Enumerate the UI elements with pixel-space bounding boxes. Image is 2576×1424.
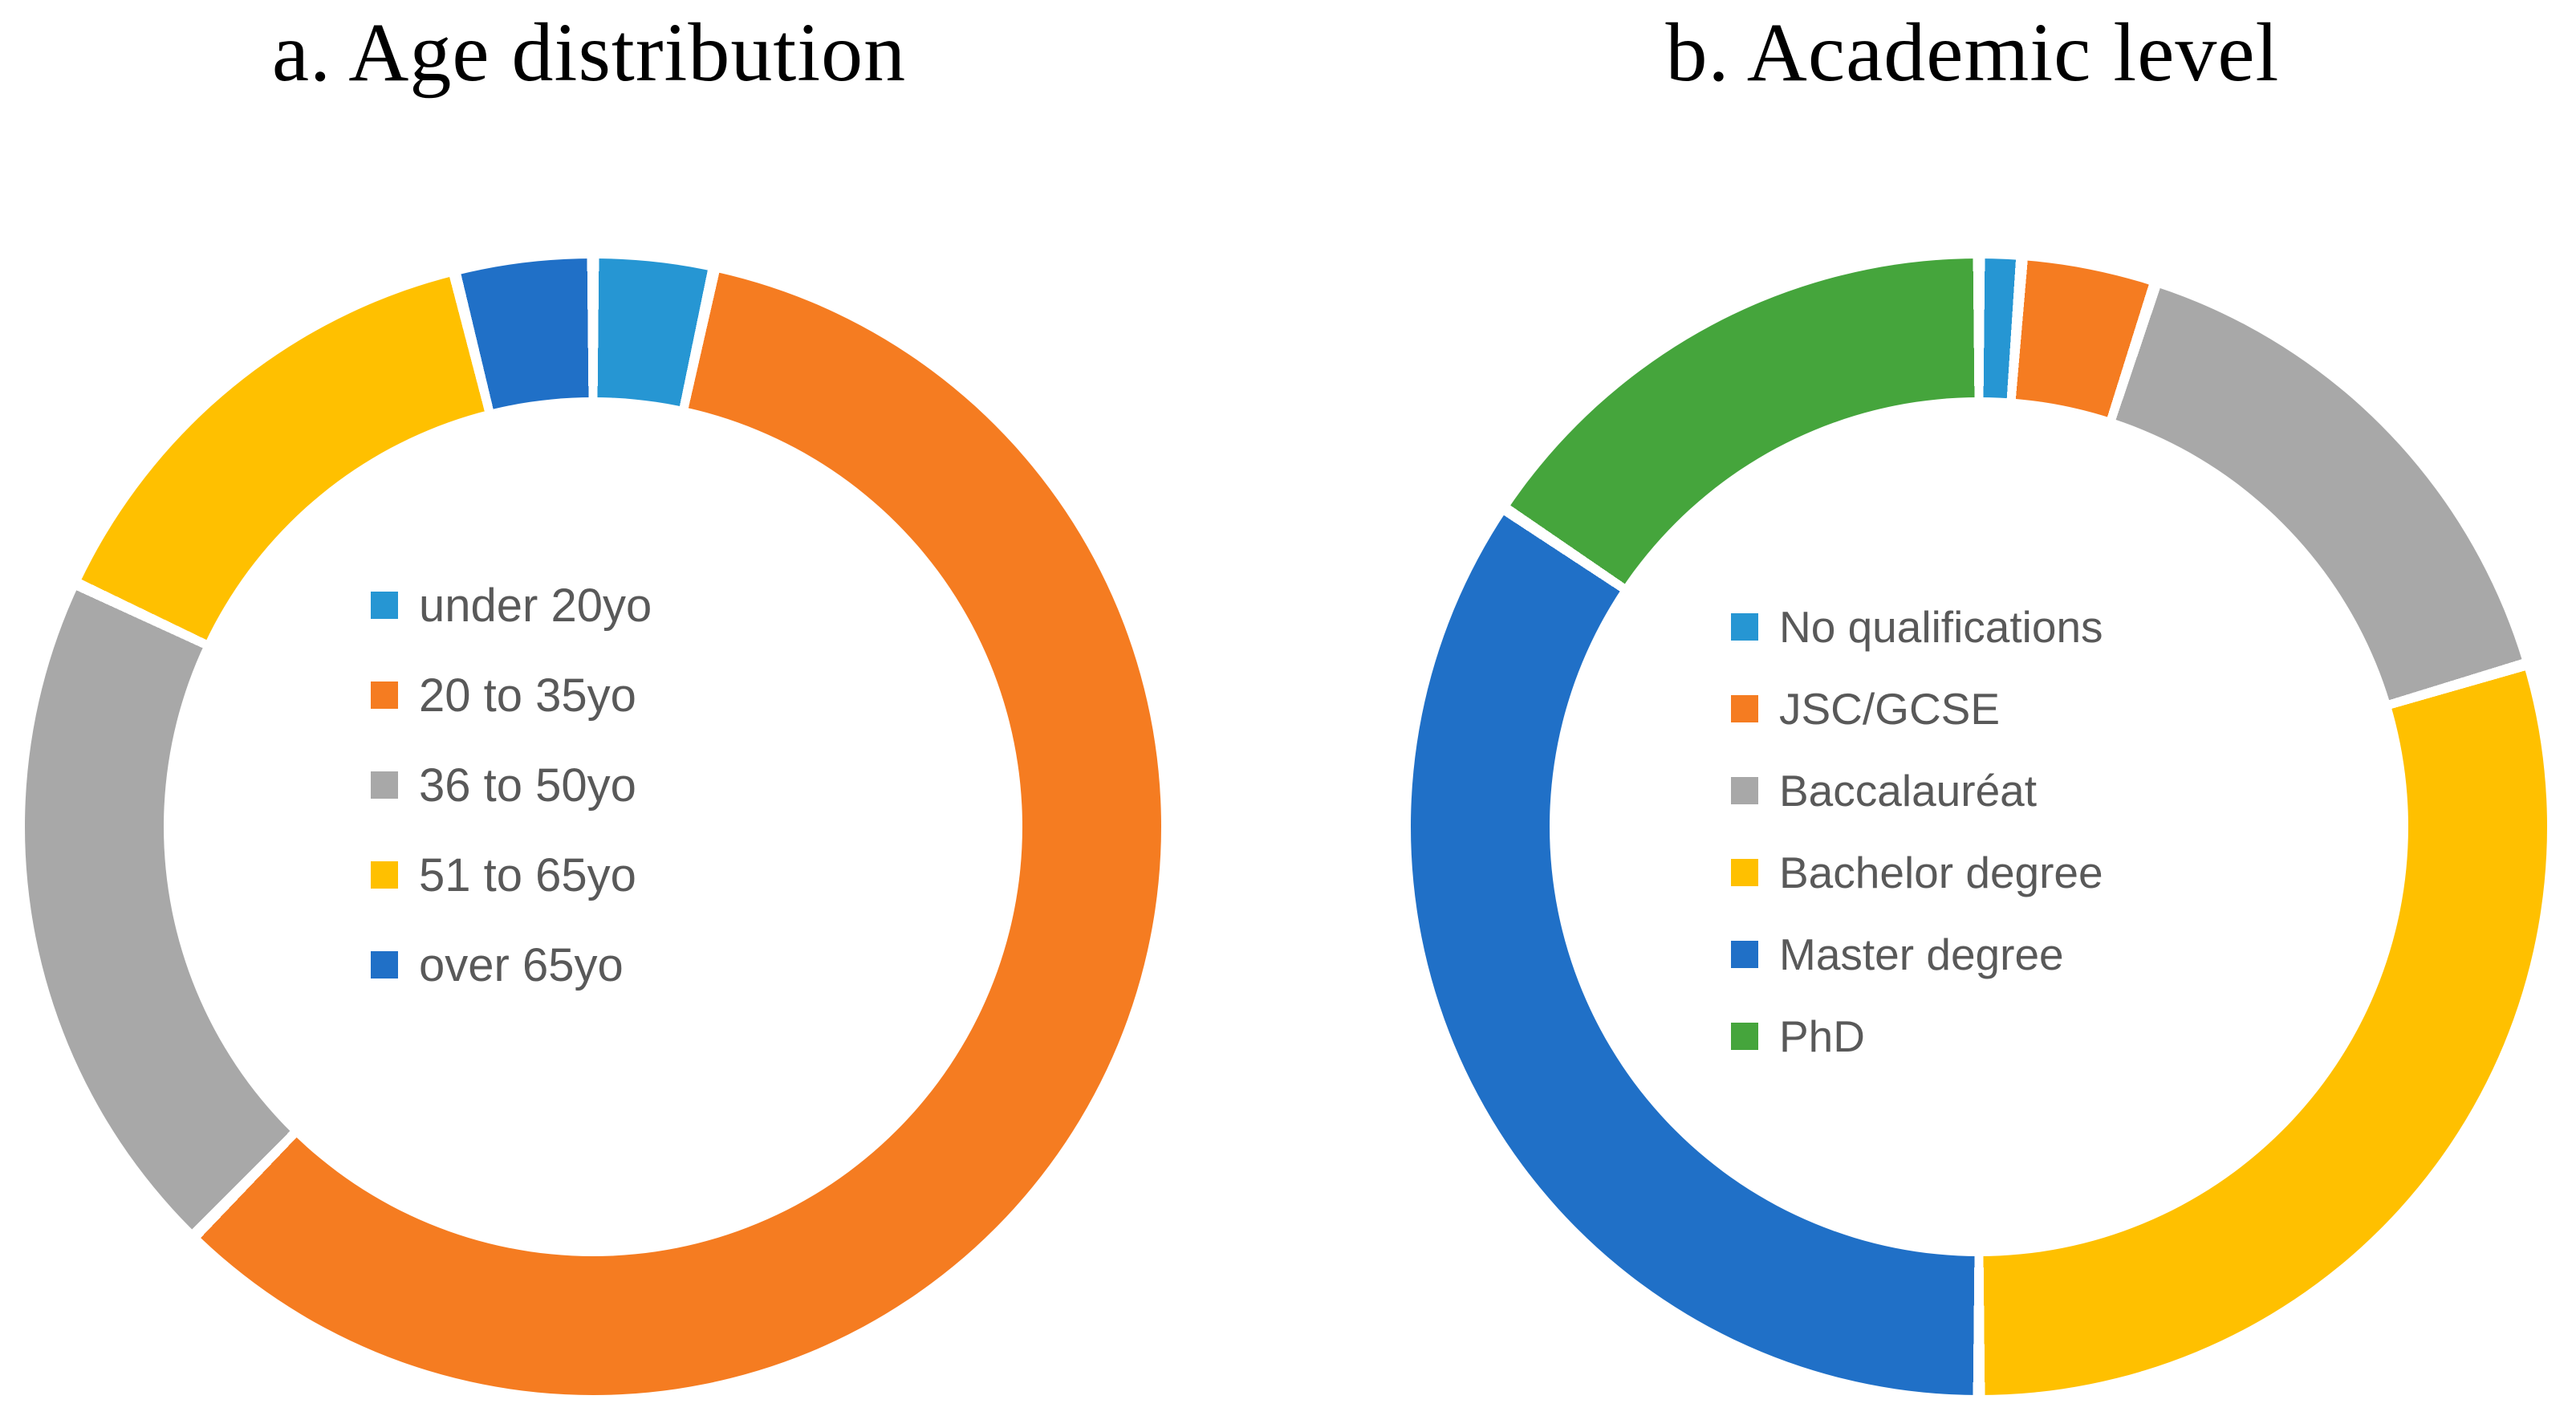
- legend-age-distribution: under 20yo 20 to 35yo 36 to 50yo 51 to 65yo…: [371, 560, 652, 1010]
- legend-swatch: [371, 771, 398, 799]
- legend-label: 51 to 65yo: [419, 848, 636, 901]
- legend-label: Master degree: [1779, 930, 2064, 979]
- chart-title-academic-level: b. Academic level: [1665, 6, 2280, 99]
- legend-label: PhD: [1779, 1011, 1865, 1061]
- legend-label: under 20yo: [419, 579, 652, 632]
- legend-item: Master degree: [1731, 913, 2103, 995]
- chart-title-age-distribution: a. Age distribution: [271, 6, 907, 99]
- legend-item: over 65yo: [371, 920, 652, 1010]
- legend-swatch: [371, 951, 398, 978]
- legend-item: JSC/GCSE: [1731, 668, 2103, 750]
- legend-swatch: [371, 861, 398, 889]
- legend-label: JSC/GCSE: [1779, 684, 2001, 734]
- legend-label: 20 to 35yo: [419, 669, 636, 722]
- legend-label: Baccalauréat: [1779, 766, 2038, 816]
- legend-swatch: [1731, 941, 1758, 968]
- legend-item: Bachelor degree: [1731, 832, 2103, 913]
- legend-label: Bachelor degree: [1779, 848, 2103, 897]
- donut-chart-age-distribution: [25, 258, 1161, 1395]
- legend-swatch: [371, 681, 398, 709]
- legend-item: 51 to 65yo: [371, 830, 652, 920]
- legend-label: over 65yo: [419, 938, 624, 991]
- legend-item: under 20yo: [371, 560, 652, 650]
- legend-label: No qualifications: [1779, 602, 2103, 652]
- legend-swatch: [1731, 613, 1758, 641]
- legend-swatch: [1731, 859, 1758, 886]
- donut-hole: [1549, 397, 2409, 1257]
- legend-swatch: [1731, 1023, 1758, 1050]
- legend-item: 36 to 50yo: [371, 740, 652, 830]
- legend-item: Baccalauréat: [1731, 750, 2103, 832]
- legend-item: No qualifications: [1731, 586, 2103, 668]
- legend-swatch: [1731, 777, 1758, 804]
- donut-hole: [163, 397, 1023, 1257]
- legend-academic-level: No qualifications JSC/GCSE Baccalauréat Bac…: [1731, 586, 2103, 1077]
- legend-swatch: [1731, 695, 1758, 722]
- legend-label: 36 to 50yo: [419, 759, 636, 812]
- legend-swatch: [371, 592, 398, 619]
- donut-chart-academic-level: [1411, 258, 2547, 1395]
- legend-item: 20 to 35yo: [371, 650, 652, 740]
- legend-item: PhD: [1731, 995, 2103, 1077]
